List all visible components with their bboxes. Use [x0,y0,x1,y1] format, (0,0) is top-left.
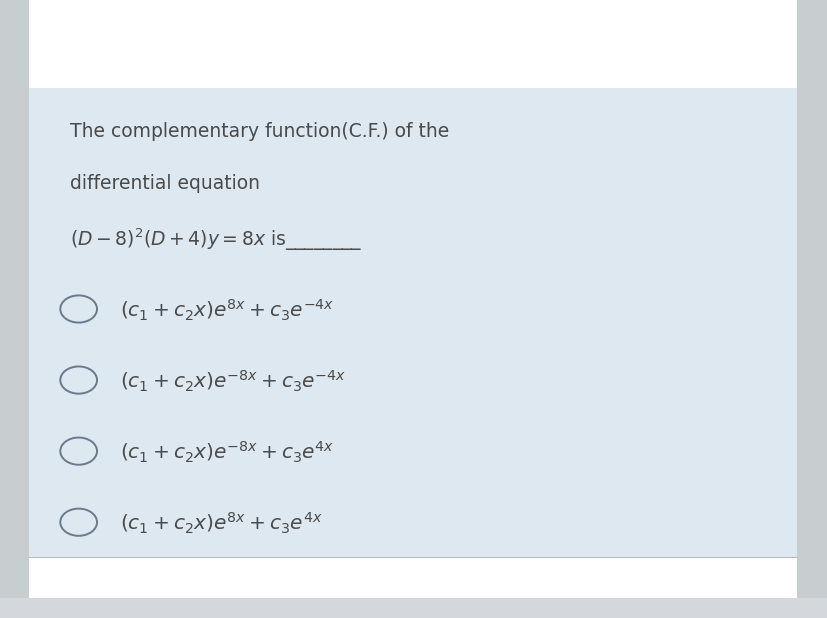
Text: $(c_1 + c_2x)e^{8x} + c_3e^{4x}$: $(c_1 + c_2x)e^{8x} + c_3e^{4x}$ [120,511,323,536]
Text: The complementary function(C.F.) of the: The complementary function(C.F.) of the [70,122,449,141]
Bar [29,0,796,88]
Bar [29,88,796,557]
Bar [0,598,827,618]
Bar [29,557,796,598]
Text: $(c_1 + c_2x)e^{-8x} + c_3e^{-4x}$: $(c_1 + c_2x)e^{-8x} + c_3e^{-4x}$ [120,369,346,394]
Text: $(D-8)^2(D+4)y = 8x$ is________: $(D-8)^2(D+4)y = 8x$ is________ [70,227,362,253]
Text: $(c_1 + c_2x)e^{-8x} + c_3e^{4x}$: $(c_1 + c_2x)e^{-8x} + c_3e^{4x}$ [120,440,334,465]
Text: $(c_1 + c_2x)e^{8x} + c_3e^{-4x}$: $(c_1 + c_2x)e^{8x} + c_3e^{-4x}$ [120,298,334,323]
Text: differential equation: differential equation [70,174,260,193]
